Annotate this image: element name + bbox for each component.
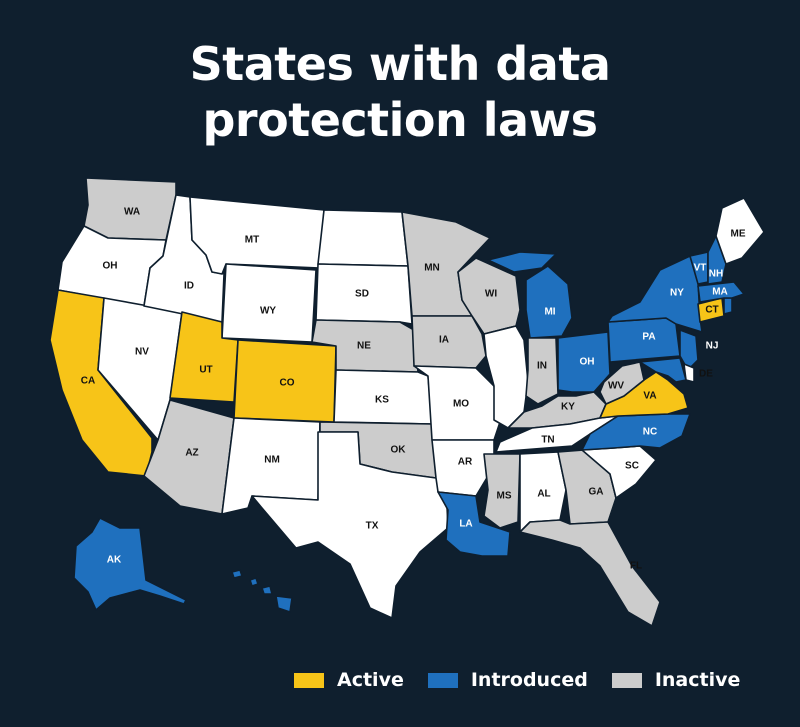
- state-label-fl: FL: [630, 561, 642, 572]
- state-label-tx: TX: [366, 521, 379, 532]
- state-ak: [73, 517, 187, 611]
- state-label-vt: VT: [694, 263, 707, 274]
- state-label-nh: NH: [709, 269, 723, 280]
- legend-label-active: Active: [337, 669, 404, 691]
- state-label-ut: UT: [199, 365, 212, 376]
- state-label-al: AL: [537, 489, 550, 500]
- state-label-ct: CT: [705, 305, 718, 316]
- legend-item-introduced: Introduced: [427, 669, 588, 691]
- state-label-wv: WV: [608, 381, 624, 392]
- legend-label-inactive: Inactive: [654, 669, 741, 691]
- state-label-ky: KY: [561, 402, 575, 413]
- labels-layer: WA OH CA NV ID MT WY UT CO AZ NM SD NE KS OK TX MN IA MO AR…: [81, 207, 746, 572]
- state-sd: [315, 263, 413, 325]
- state-label-wi: WI: [485, 289, 497, 300]
- state-md: [639, 357, 687, 383]
- state-label-ok: OK: [391, 445, 407, 456]
- state-label-or: OH: [103, 261, 118, 272]
- state-label-ar: AR: [458, 457, 473, 468]
- state-nd: [317, 209, 409, 267]
- state-wy: [221, 263, 317, 343]
- state-ri: [723, 297, 733, 315]
- legend-swatch-introduced: [427, 672, 458, 688]
- state-label-mt: MT: [245, 235, 259, 246]
- state-label-ne: NE: [357, 341, 371, 352]
- state-nj: [679, 329, 699, 371]
- state-label-mn: MN: [424, 263, 440, 274]
- state-label-de: DE: [699, 369, 713, 380]
- state-label-in: IN: [537, 361, 547, 372]
- state-nh: [707, 235, 727, 285]
- state-label-mo: MO: [453, 399, 469, 410]
- state-in: [525, 337, 559, 405]
- state-label-va: VA: [643, 391, 656, 402]
- map-title: States with data protection laws: [0, 36, 800, 148]
- state-label-nm: NM: [264, 455, 280, 466]
- state-label-sc: SC: [625, 461, 639, 472]
- state-label-oh: OH: [580, 357, 595, 368]
- state-label-pa: PA: [642, 332, 655, 343]
- state-label-ga: GA: [589, 487, 604, 498]
- state-label-az: AZ: [185, 448, 198, 459]
- state-label-nv: NV: [135, 347, 149, 358]
- state-mo: [413, 365, 501, 441]
- legend-item-active: Active: [294, 669, 404, 691]
- state-hi: [231, 569, 293, 613]
- states-layer: [49, 177, 765, 627]
- legend-item-inactive: Inactive: [611, 669, 741, 691]
- map-title-line1: States with data: [189, 37, 611, 91]
- state-label-ny: NY: [670, 288, 684, 299]
- state-label-me: ME: [731, 229, 746, 240]
- legend: Active Introduced Inactive: [294, 668, 740, 692]
- state-label-ca: CA: [81, 376, 95, 387]
- state-label-ia: IA: [439, 335, 449, 346]
- state-label-id: ID: [184, 281, 194, 292]
- state-label-ma: MA: [712, 287, 728, 298]
- state-la: [437, 491, 511, 557]
- state-label-sd: SD: [355, 289, 369, 300]
- state-tx: [251, 431, 449, 619]
- state-me: [715, 197, 765, 265]
- state-mi: [487, 251, 573, 339]
- state-fl: [519, 519, 661, 627]
- state-label-wa: WA: [124, 207, 140, 218]
- legend-label-introduced: Introduced: [470, 669, 588, 691]
- state-label-co: CO: [280, 378, 295, 389]
- state-label-wy: WY: [260, 306, 276, 317]
- state-label-ak: AK: [107, 555, 122, 566]
- state-ia: [411, 315, 487, 369]
- legend-swatch-inactive: [611, 672, 642, 688]
- state-label-mi: MI: [544, 307, 555, 318]
- state-label-ms: MS: [497, 491, 512, 502]
- state-label-la: LA: [459, 519, 472, 530]
- state-wv: [599, 361, 645, 405]
- state-label-nc: NC: [643, 427, 657, 438]
- state-ar: [431, 439, 495, 497]
- state-ma: [697, 281, 745, 303]
- legend-swatch-active: [294, 672, 324, 688]
- state-label-nj: NJ: [706, 341, 719, 352]
- map-title-line2: protection laws: [202, 93, 598, 147]
- state-label-ks: KS: [375, 395, 389, 406]
- state-label-tn: TN: [541, 435, 554, 446]
